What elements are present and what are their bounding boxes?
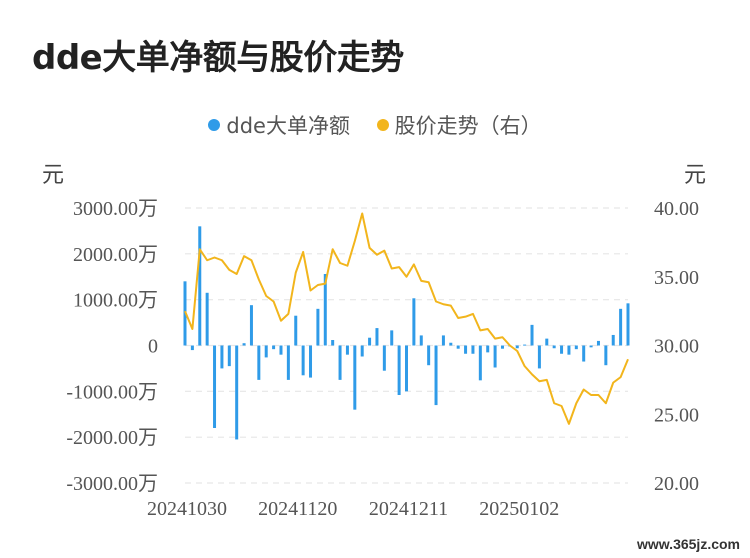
bar (205, 292, 209, 346)
bar (486, 345, 490, 353)
x-tick-label: 20250102 (479, 498, 559, 520)
bar (434, 345, 438, 406)
bar (249, 305, 253, 346)
bar (545, 338, 549, 346)
bar (582, 345, 586, 362)
bar (478, 345, 482, 381)
left-y-tick-label: -2000.00万 (66, 427, 158, 449)
left-y-tick-label: -1000.00万 (66, 381, 158, 403)
bar (449, 342, 453, 346)
bar (589, 345, 593, 348)
legend-item-price[interactable]: 股价走势（右） (376, 110, 542, 140)
bar (412, 298, 416, 346)
bar (331, 340, 335, 346)
bar (353, 345, 357, 410)
bar (626, 303, 630, 346)
bar (323, 274, 327, 346)
bar (552, 345, 556, 349)
legend-item-dde[interactable]: dde大单净额 (208, 110, 350, 140)
bar (257, 345, 261, 380)
bar (382, 345, 386, 371)
bar (279, 345, 283, 355)
right-y-tick-label: 40.00 (654, 198, 699, 220)
chart-legend: dde大单净额 股价走势（右） (0, 110, 750, 140)
x-tick-label: 20241030 (147, 498, 227, 520)
price-line (184, 212, 629, 425)
left-y-tick-label: 0 (148, 336, 158, 358)
bar (235, 345, 239, 440)
bar (619, 308, 623, 346)
bar (500, 345, 504, 349)
bar (537, 345, 541, 369)
left-y-tick-label: 1000.00万 (73, 290, 158, 312)
legend-label-price: 股价走势（右） (394, 114, 542, 138)
bar (294, 315, 298, 346)
bar (493, 345, 497, 368)
right-y-tick-label: 20.00 (654, 473, 699, 495)
bar (360, 345, 364, 357)
left-axis-unit: 元 (42, 163, 65, 188)
line-series-price (184, 212, 629, 425)
right-y-tick-label: 30.00 (654, 336, 699, 358)
bar (567, 345, 571, 355)
bar (375, 328, 379, 346)
left-y-tick-label: 3000.00万 (73, 198, 158, 220)
bar (338, 345, 342, 380)
bar (471, 345, 475, 354)
bar (427, 345, 431, 366)
x-axis: 20241030 20241120 20241211 20250102 (147, 498, 559, 520)
x-tick-label: 20241120 (258, 498, 337, 520)
bar (345, 345, 349, 355)
bar (220, 345, 224, 369)
bar (441, 335, 445, 346)
bar (419, 335, 423, 346)
legend-label-dde: dde大单净额 (226, 114, 350, 138)
bar (456, 345, 460, 349)
bar (611, 334, 615, 346)
legend-swatch-price (376, 119, 389, 131)
bar (390, 330, 394, 346)
watermark: www.365jz.com (635, 536, 742, 552)
bar (464, 345, 468, 354)
legend-swatch-dde (208, 119, 221, 131)
bar (574, 345, 578, 350)
right-axis-unit: 元 (684, 163, 707, 188)
x-tick-label: 20241211 (369, 498, 448, 520)
bar (560, 345, 564, 354)
bar (213, 345, 217, 428)
bar (242, 343, 246, 346)
bar (301, 345, 305, 376)
right-y-tick-label: 35.00 (654, 267, 699, 289)
bar (397, 345, 401, 395)
bar (596, 340, 600, 346)
bar (316, 308, 320, 346)
bar (190, 345, 194, 351)
bar (309, 345, 313, 378)
bar (523, 344, 527, 346)
bar (286, 345, 290, 380)
left-y-axis: 3000.00万 2000.00万 1000.00万 0 -1000.00万 -2000.… (66, 198, 158, 495)
right-y-axis: 40.00 35.00 30.00 25.00 20.00 (654, 198, 699, 495)
left-y-tick-label: 2000.00万 (73, 244, 158, 266)
bar (530, 324, 534, 346)
bar (604, 345, 608, 366)
bar (368, 337, 372, 346)
right-y-tick-label: 25.00 (654, 404, 699, 426)
bar (405, 345, 408, 392)
chart-title: dde大单净额与股价走势 (32, 38, 404, 78)
bar (272, 345, 276, 350)
bar (227, 345, 231, 367)
left-y-tick-label: -3000.00万 (66, 473, 158, 495)
bar (198, 226, 202, 346)
bar (264, 345, 268, 358)
bar (515, 345, 519, 349)
